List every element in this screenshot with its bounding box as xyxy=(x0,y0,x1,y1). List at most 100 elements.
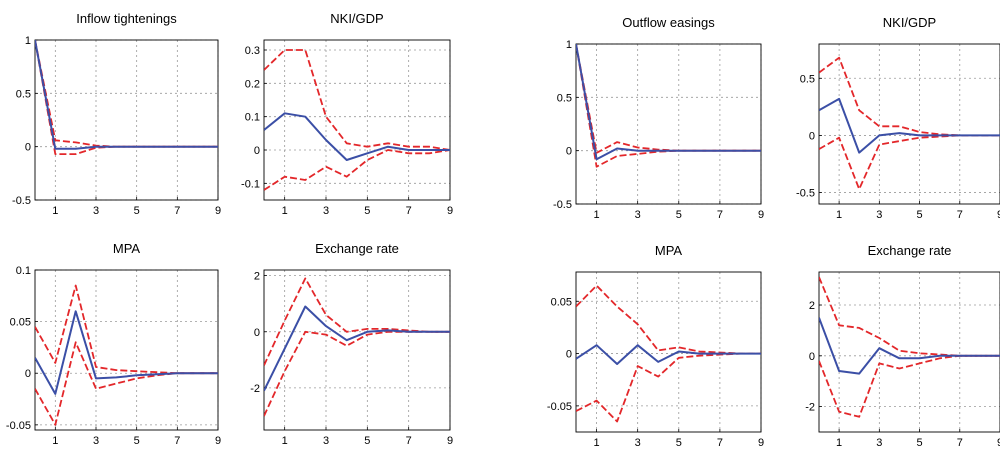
series-lower-band xyxy=(35,40,218,156)
y-tick-label: 0 xyxy=(809,351,815,363)
x-tick-label: 5 xyxy=(134,435,140,447)
x-tick-label: 7 xyxy=(957,209,963,221)
x-tick-label: 7 xyxy=(717,437,723,449)
plot-frame xyxy=(575,271,762,433)
panel-2: NKI/GDP 1 3 5 7 9 0.3 0.2 0.1 0 -0.1 xyxy=(241,11,453,217)
series-lower-band xyxy=(819,134,1000,191)
y-tick-label: 1 xyxy=(25,35,31,47)
y-tick-label: -2 xyxy=(250,383,260,395)
x-tick-label: 1 xyxy=(836,209,842,221)
x-tick-label: 5 xyxy=(134,205,140,217)
x-tick-label: 9 xyxy=(997,437,1000,449)
series-center-line xyxy=(819,317,1000,375)
x-tick-label: 3 xyxy=(93,205,99,217)
x-tick-label: 5 xyxy=(916,437,922,449)
x-tick-label: 7 xyxy=(406,205,412,217)
x-tick-label: 9 xyxy=(758,437,764,449)
y-tick-label: 0 xyxy=(566,349,572,361)
series-center-line xyxy=(264,305,450,392)
x-tick-label: 3 xyxy=(323,435,329,447)
x-tick-label: 1 xyxy=(593,209,599,221)
x-tick-label: 5 xyxy=(676,209,682,221)
x-tick-label: 5 xyxy=(676,437,682,449)
series-upper-band xyxy=(35,284,218,375)
x-tick-label: 3 xyxy=(635,437,641,449)
y-tick-label: 0.3 xyxy=(245,45,260,57)
panel-5: Outflow easings 1 3 5 7 9 1 0.5 0 -0.5 xyxy=(553,15,764,221)
series-lower-band xyxy=(264,149,450,191)
x-tick-label: 5 xyxy=(916,209,922,221)
x-tick-label: 1 xyxy=(836,437,842,449)
panel-title: NKI/GDP xyxy=(330,11,383,26)
x-tick-label: 9 xyxy=(997,209,1000,221)
y-tick-label: 0.5 xyxy=(16,88,31,100)
y-tick-label: -0.05 xyxy=(6,420,31,432)
y-tick-label: -2 xyxy=(805,402,815,414)
x-tick-label: 3 xyxy=(93,435,99,447)
plot-frame xyxy=(263,269,451,431)
panel-title: NKI/GDP xyxy=(883,15,936,30)
y-tick-label: 0 xyxy=(254,145,260,157)
y-tick-label: -0.05 xyxy=(547,401,572,413)
series-center-line xyxy=(35,40,218,150)
y-tick-label: 2 xyxy=(254,271,260,283)
x-tick-label: 7 xyxy=(406,435,412,447)
x-tick-label: 9 xyxy=(758,209,764,221)
x-tick-label: 1 xyxy=(282,435,288,447)
x-tick-label: 7 xyxy=(174,435,180,447)
series-upper-band xyxy=(819,56,1000,137)
series-lower-band xyxy=(576,352,761,423)
panel-7: MPA 1 3 5 7 9 0.05 0 -0.05 xyxy=(547,243,764,449)
x-tick-label: 3 xyxy=(635,209,641,221)
y-tick-label: -0.5 xyxy=(553,199,572,211)
y-tick-label: 2 xyxy=(809,300,815,312)
x-tick-label: 1 xyxy=(282,205,288,217)
series-center-line xyxy=(576,44,761,161)
y-tick-label: 0.1 xyxy=(16,265,31,277)
y-tick-label: 1 xyxy=(566,39,572,51)
panel-4: Exchange rate 1 3 5 7 9 2 0 -2 xyxy=(250,241,453,447)
plot-frame xyxy=(34,269,219,431)
series-upper-band xyxy=(576,284,761,355)
panel-title: MPA xyxy=(113,241,141,256)
y-tick-label: 0.2 xyxy=(245,78,260,90)
x-tick-label: 1 xyxy=(52,435,58,447)
x-tick-label: 9 xyxy=(447,205,453,217)
y-tick-label: 0 xyxy=(809,130,815,142)
y-tick-label: 0.05 xyxy=(10,317,31,329)
plot-frame xyxy=(818,271,1000,433)
panel-3: MPA 1 3 5 7 9 0.1 0.05 0 -0.05 xyxy=(6,241,221,447)
panel-6: NKI/GDP 1 3 5 7 9 0.5 0 -0.5 xyxy=(796,15,1000,221)
plot-frame xyxy=(575,43,762,205)
x-tick-label: 5 xyxy=(364,435,370,447)
x-tick-label: 3 xyxy=(876,437,882,449)
x-tick-label: 1 xyxy=(52,205,58,217)
panel-8: Exchange rate 1 3 5 7 9 2 0 -2 xyxy=(805,243,1000,449)
series-center-line xyxy=(819,97,1000,154)
panel-title: Inflow tightenings xyxy=(76,11,177,26)
series-center-line xyxy=(264,112,450,161)
y-tick-label: 0.05 xyxy=(551,296,572,308)
y-tick-label: 0 xyxy=(25,368,31,380)
x-tick-label: 9 xyxy=(215,435,221,447)
series-upper-band xyxy=(576,44,761,154)
x-tick-label: 7 xyxy=(717,209,723,221)
y-tick-label: -0.5 xyxy=(796,188,815,200)
series-lower-band xyxy=(576,44,761,168)
series-lower-band xyxy=(35,341,218,426)
x-tick-label: 1 xyxy=(593,437,599,449)
plot-frame xyxy=(818,43,1000,205)
y-tick-label: -0.5 xyxy=(12,195,31,207)
x-tick-label: 9 xyxy=(215,205,221,217)
series-center-line xyxy=(576,344,761,365)
series-lower-band xyxy=(264,330,450,417)
series-upper-band xyxy=(819,276,1000,357)
x-tick-label: 9 xyxy=(447,435,453,447)
panel-title: MPA xyxy=(655,243,683,258)
y-tick-label: 0.5 xyxy=(557,92,572,104)
y-tick-label: 0 xyxy=(566,146,572,158)
plot-frame xyxy=(263,39,451,201)
panel-1: Inflow tightenings 1 3 5 7 9 1 0.5 0 -0.5 xyxy=(12,11,221,217)
x-tick-label: 7 xyxy=(174,205,180,217)
